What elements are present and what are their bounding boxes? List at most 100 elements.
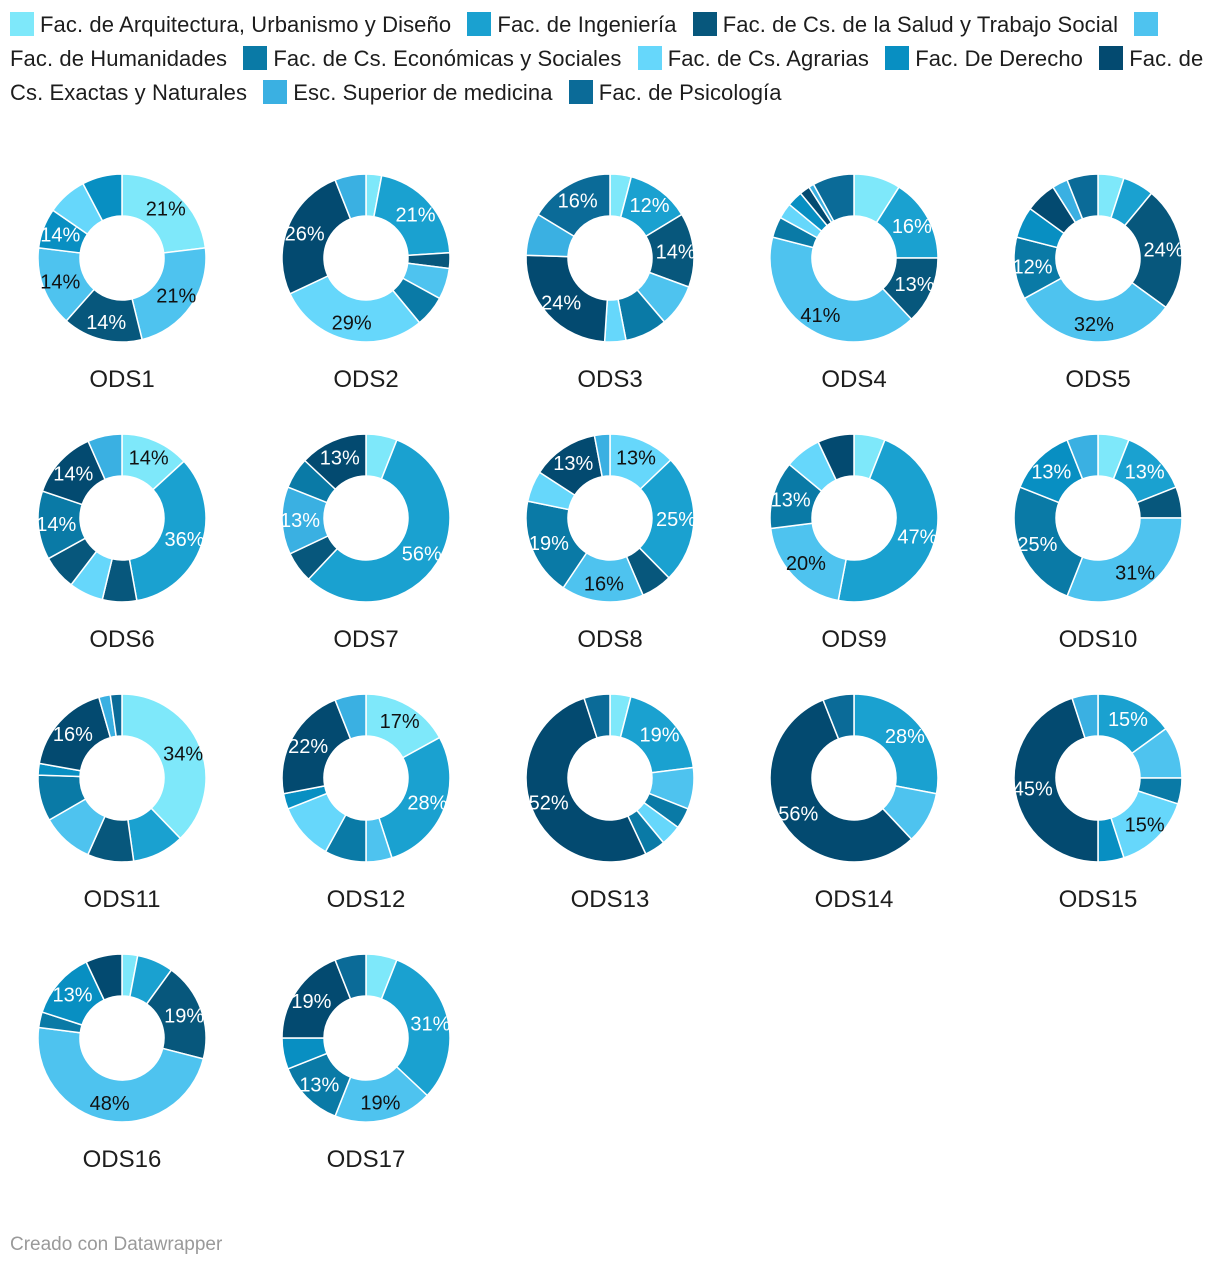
donut-segment xyxy=(303,433,367,491)
donut-data-label: 25% xyxy=(1017,534,1057,556)
donut-segment xyxy=(87,433,123,481)
donut-chart: 13% 25% 16% 19% 13% ODS8 xyxy=(525,433,696,653)
legend-item: Fac. de Cs. Agrarias xyxy=(637,46,869,71)
donut-data-label: 34% xyxy=(163,743,203,765)
donut-chart: 24% 32% 12% ODS5 xyxy=(1013,173,1184,393)
donut-segment xyxy=(380,958,451,1097)
donut-data-label: 14% xyxy=(53,463,93,485)
donut-segment xyxy=(769,236,913,343)
legend-swatch xyxy=(692,12,717,36)
donut-data-label: 17% xyxy=(380,711,420,733)
donut-chart: 16% 13% 41% ODS4 xyxy=(769,173,939,393)
donut-segment xyxy=(525,697,647,863)
donut-data-label: 13% xyxy=(616,447,656,469)
legend-label: Fac. de Ingeniería xyxy=(497,12,677,37)
donut-data-label: 47% xyxy=(897,526,937,548)
legend-label: Esc. Superior de medicina xyxy=(293,80,553,105)
donut-data-label: 13% xyxy=(771,490,811,512)
donut-segment xyxy=(334,693,367,740)
donut-chart: 15% 15% 45% ODS15 xyxy=(1013,693,1183,913)
legend-label: Fac. de Humanidades xyxy=(10,46,228,71)
donut-segment xyxy=(334,953,367,1000)
donut-data-label: 16% xyxy=(584,574,624,596)
donut-chart-title: ODS9 xyxy=(821,626,886,653)
donut-chart-title: ODS1 xyxy=(89,366,154,393)
donut-segment xyxy=(37,1026,205,1123)
donut-data-label: 15% xyxy=(1125,815,1165,837)
legend-item: Fac. de Arquitectura, Urbanismo y Diseño xyxy=(10,12,451,37)
donut-segment xyxy=(288,274,421,343)
donut-data-label: 52% xyxy=(529,792,569,814)
donut-segment xyxy=(378,736,451,859)
donut-chart-title: ODS8 xyxy=(577,626,642,653)
donut-segment xyxy=(281,698,352,795)
donut-segment xyxy=(128,460,207,602)
legend-item: Fac. de Cs. de la Salud y Trabajo Social xyxy=(692,12,1119,37)
donut-data-label: 12% xyxy=(629,195,669,217)
chart-legend: Fac. de Arquitectura, Urbanismo y Diseño… xyxy=(10,8,1205,110)
donut-segment xyxy=(525,254,609,343)
donut-segment xyxy=(85,953,123,1001)
donut-chart-title: ODS12 xyxy=(327,886,406,913)
donut-data-label: 56% xyxy=(402,543,442,565)
donut-segment xyxy=(537,173,611,238)
donut-data-label: 19% xyxy=(529,533,569,555)
legend-label: Fac. de Cs. de la Salud y Trabajo Social xyxy=(722,12,1119,37)
legend-item: Fac. de Psicología xyxy=(568,80,782,105)
donut-segment xyxy=(583,693,611,740)
donut-segment xyxy=(1066,517,1183,603)
donut-segment xyxy=(1013,697,1099,863)
donut-chart: 12% 14% 24% 16% ODS3 xyxy=(525,173,696,393)
legend-label: Fac. de Arquitectura, Urbanismo y Diseño xyxy=(40,12,452,37)
donut-chart-title: ODS13 xyxy=(571,886,650,913)
legend-swatch xyxy=(10,12,34,36)
donut-chart: 21% 29% 26% ODS2 xyxy=(281,173,451,393)
donut-chart-title: ODS16 xyxy=(83,1146,162,1173)
donut-segment xyxy=(281,178,352,295)
donut-data-label: 14% xyxy=(129,448,169,470)
donut-data-label: 41% xyxy=(800,305,840,327)
donut-data-label: 13% xyxy=(553,453,593,475)
legend-item: Fac. De Derecho xyxy=(885,46,1083,71)
donut-chart: 13% 31% 25% 13% ODS10 xyxy=(1013,433,1183,653)
donut-chart: 19% 48% 13% ODS16 xyxy=(37,953,207,1173)
donut-chart: 19% 52% ODS13 xyxy=(525,693,695,913)
donut-data-label: 24% xyxy=(541,292,581,314)
legend-swatch xyxy=(467,12,492,36)
legend-item: Fac. de Ingeniería xyxy=(467,12,676,37)
credit-footer: Creado con Datawrapper xyxy=(10,1234,223,1255)
donut-segment xyxy=(593,433,611,478)
donut-data-label: 21% xyxy=(146,199,186,221)
donut-data-label: 19% xyxy=(639,724,679,746)
donut-data-label: 28% xyxy=(407,792,447,814)
donut-data-label: 22% xyxy=(288,736,328,758)
donut-chart: 47% 20% 13% ODS9 xyxy=(769,433,939,653)
donut-data-label: 16% xyxy=(53,724,93,746)
legend-item: Esc. Superior de medicina xyxy=(263,80,552,105)
donut-segment xyxy=(638,458,695,579)
legend-swatch xyxy=(885,46,910,70)
donut-chart-title: ODS3 xyxy=(577,366,642,393)
donut-data-label: 14% xyxy=(40,225,80,247)
donut-segment xyxy=(81,173,123,222)
donut-chart-title: ODS14 xyxy=(815,886,894,913)
donut-segment xyxy=(1066,433,1099,480)
donut-segment xyxy=(121,693,207,840)
legend-item: Fac. de Humanidades xyxy=(10,12,1164,71)
legend-swatch xyxy=(243,46,268,70)
donut-data-label: 24% xyxy=(1143,240,1183,262)
donut-chart-title: ODS6 xyxy=(89,626,154,653)
donut-data-label: 13% xyxy=(280,510,320,532)
donut-data-label: 14% xyxy=(656,242,696,264)
donut-segment xyxy=(769,698,913,863)
donut-data-label: 13% xyxy=(299,1075,339,1097)
legend-item: Fac. de Cs. Económicas y Sociales xyxy=(243,46,621,71)
donut-chart-title: ODS4 xyxy=(821,366,886,393)
legend-item: Fac. de Cs. Exactas y Naturales xyxy=(10,46,1203,105)
donut-data-label: 16% xyxy=(892,216,932,238)
donut-chart-title: ODS5 xyxy=(1065,366,1130,393)
donut-data-label: 21% xyxy=(395,204,435,226)
donut-chart-title: ODS17 xyxy=(327,1146,406,1173)
donut-data-label: 31% xyxy=(1115,563,1155,585)
